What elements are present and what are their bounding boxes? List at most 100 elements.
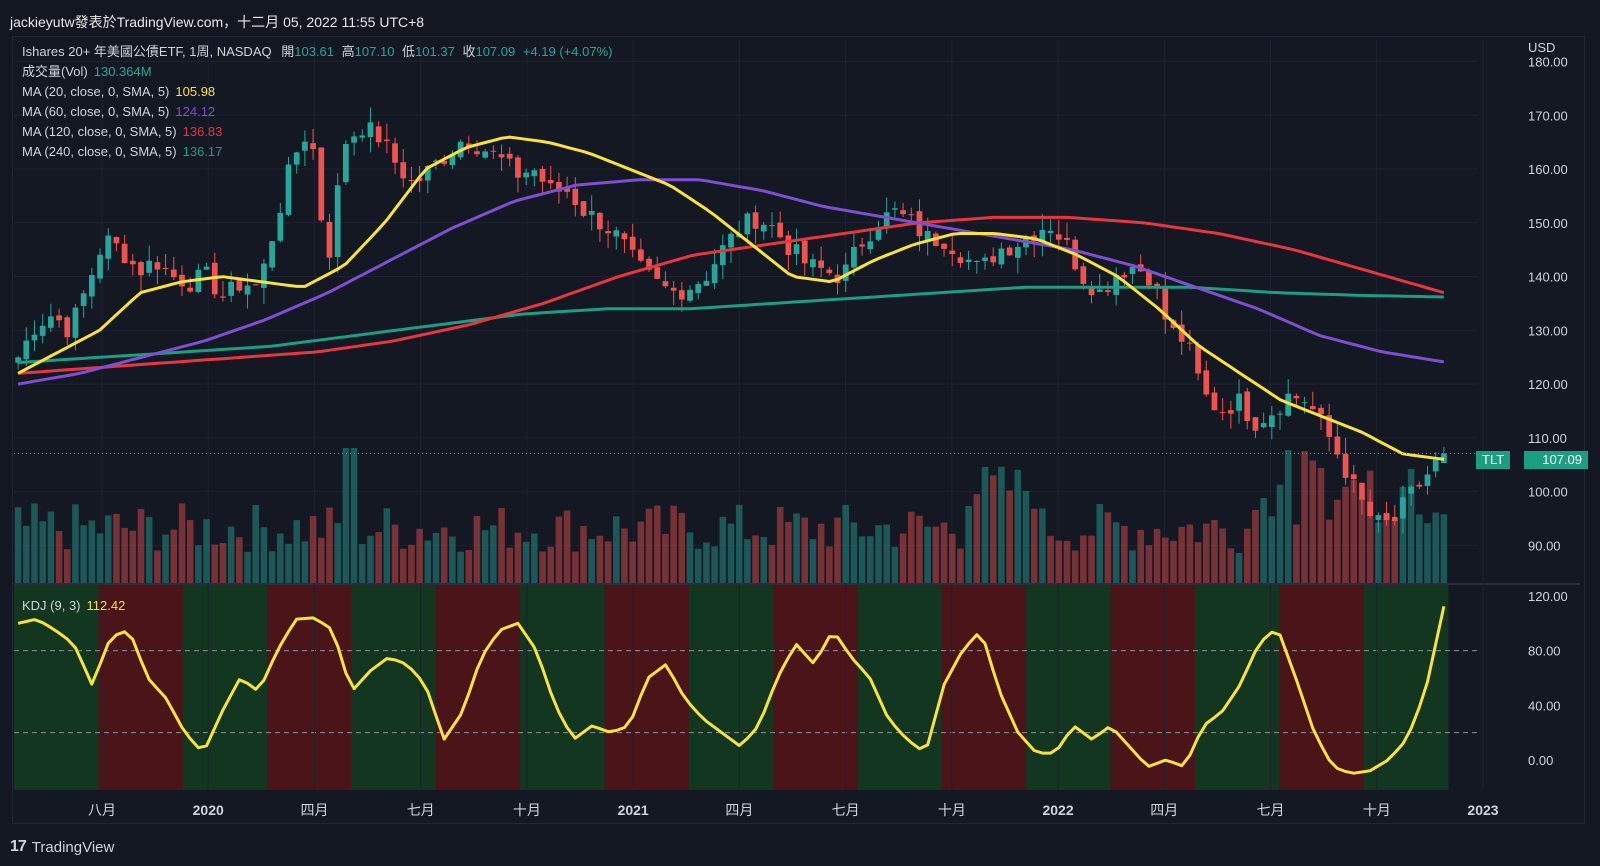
volume-bar	[1260, 498, 1267, 583]
candle-body	[957, 257, 964, 264]
candle-body	[531, 170, 538, 177]
price-tick-label: 140.00	[1528, 270, 1568, 285]
volume-bar	[514, 532, 522, 583]
price-tick-label: 160.00	[1528, 162, 1568, 177]
kdj-regime-band	[14, 585, 99, 790]
candle-body	[842, 264, 849, 281]
price-tick-label: 90.00	[1528, 538, 1561, 553]
volume-bar	[1235, 552, 1243, 583]
candle-body	[416, 178, 423, 182]
volume-bar	[55, 530, 63, 583]
candle-body	[170, 269, 177, 278]
candle-body	[1039, 229, 1046, 242]
volume-bar	[637, 521, 645, 583]
volume-bar	[309, 516, 317, 583]
kdj-regime-band	[773, 585, 859, 790]
candle-body	[1367, 501, 1374, 517]
ma120-line	[17, 215, 1445, 375]
volume-bar	[563, 510, 571, 583]
candle-body	[687, 289, 693, 301]
kdj-regime-band	[1279, 585, 1365, 790]
volume-bar	[1317, 467, 1325, 583]
candle-body	[998, 248, 1005, 265]
symbol-tag: TLT	[1476, 451, 1511, 469]
candle-body	[1252, 417, 1259, 431]
volume-bar	[219, 542, 227, 583]
open-value: 103.61	[294, 44, 335, 59]
candle-body	[1400, 497, 1406, 519]
candle-body	[1121, 274, 1128, 278]
candle-body	[1064, 237, 1070, 240]
candle-body	[892, 208, 898, 210]
candle-body	[1227, 410, 1234, 414]
volume-bar	[891, 546, 899, 583]
candle-body	[1359, 482, 1365, 500]
candle-body	[482, 151, 489, 158]
ma120-value: 136.83	[182, 124, 223, 139]
volume-bar	[1309, 460, 1317, 583]
candle-body	[318, 147, 325, 221]
candle-body	[965, 259, 972, 263]
volume-bar	[293, 520, 300, 583]
volume-bar	[1375, 522, 1382, 583]
volume-bar	[104, 515, 112, 583]
volume-bar	[867, 536, 874, 583]
candle-body	[375, 126, 382, 143]
candle-body	[695, 284, 702, 293]
candle-body	[785, 235, 792, 256]
volume-bar	[1284, 449, 1292, 583]
volume-bar	[621, 528, 628, 583]
candle-body	[326, 221, 333, 258]
volume-bar	[842, 504, 849, 583]
candle-body	[392, 143, 398, 163]
candle-body	[1236, 393, 1242, 411]
volume-bar	[776, 506, 784, 583]
volume-bar	[154, 550, 161, 583]
candle-body	[777, 222, 784, 238]
volume-bar	[981, 466, 989, 583]
volume-bar	[957, 548, 964, 583]
volume-bar	[1407, 468, 1415, 583]
volume-bar	[96, 533, 104, 583]
candle-body	[1047, 230, 1054, 233]
volume-bar	[1334, 499, 1341, 583]
volume-bar	[1047, 535, 1054, 583]
candle-body	[1244, 391, 1251, 422]
candle-body	[64, 317, 71, 338]
volume-label: 成交量(Vol)	[22, 64, 88, 79]
ma240-legend: MA (240, close, 0, SMA, 5) 136.17	[22, 142, 222, 162]
candle-body	[523, 172, 530, 178]
volume-bar	[39, 521, 46, 583]
volume-bar	[350, 448, 358, 583]
candle-body	[1293, 395, 1300, 399]
volume-bar	[1178, 526, 1185, 583]
volume-bar	[162, 534, 169, 583]
candle-body	[1424, 474, 1431, 486]
candle-body	[1268, 415, 1275, 428]
candle-body	[1195, 345, 1201, 374]
candle-body	[408, 180, 415, 182]
volume-bar	[203, 519, 210, 583]
volume-bar	[694, 548, 702, 583]
ma240-label: MA (240, close, 0, SMA, 5)	[22, 144, 177, 159]
candle-body	[269, 241, 275, 268]
ma240-value: 136.17	[182, 144, 223, 159]
candle-body	[236, 279, 243, 291]
volume-bar	[1432, 512, 1439, 583]
volume-bar	[375, 532, 382, 583]
candle-body	[924, 230, 931, 240]
ma60-label: MA (60, close, 0, SMA, 5)	[22, 104, 170, 119]
candle-body	[883, 212, 890, 228]
open-label: 開	[281, 44, 295, 59]
volume-bar	[793, 513, 800, 583]
price-axis-unit: USD	[1528, 40, 1555, 55]
last-price-tag: 107.09	[1524, 451, 1588, 469]
volume-bar	[1112, 522, 1120, 583]
candle-body	[793, 244, 800, 254]
footer[interactable]: 17 TradingView	[10, 838, 114, 856]
candle-body	[1342, 453, 1349, 478]
volume-bar	[1137, 529, 1144, 583]
volume-bar	[727, 523, 735, 583]
volume-bar	[653, 505, 661, 583]
